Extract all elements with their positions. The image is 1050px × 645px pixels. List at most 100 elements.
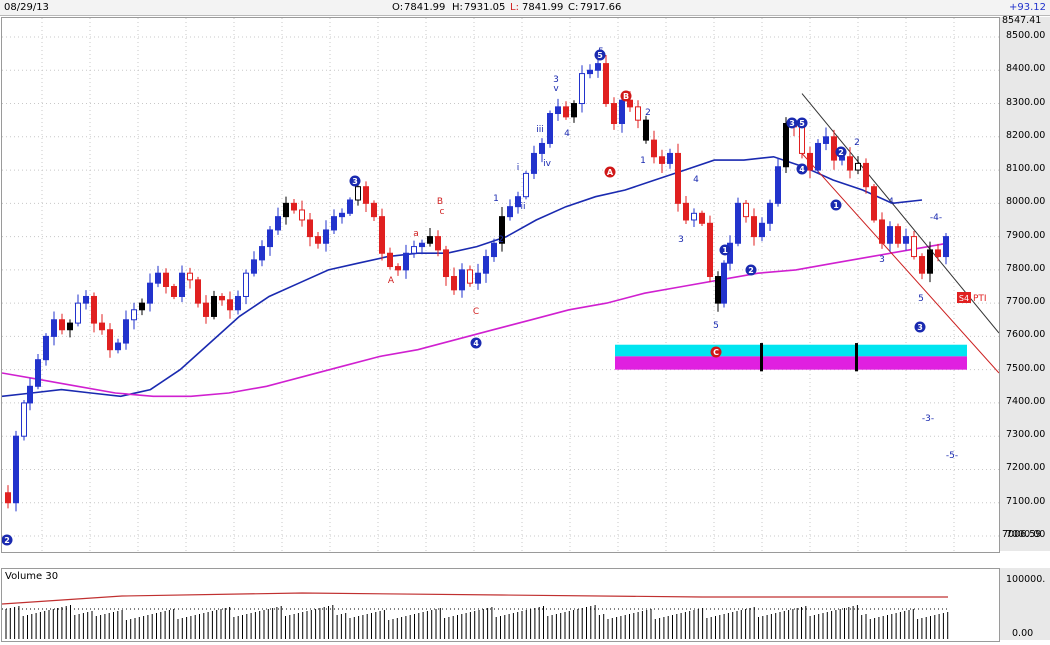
volume-axis[interactable]: 100000. 0.00 [999, 568, 1050, 640]
candle-body [807, 152, 813, 171]
candle-body [243, 272, 249, 297]
price-tick-label: 8500.00 [1006, 30, 1046, 41]
candle-body [651, 139, 657, 158]
candle-body [547, 113, 553, 144]
wave-annotation: 2 [498, 235, 504, 245]
candle-body [483, 256, 489, 274]
price-tick-label: 8200.00 [1006, 129, 1046, 141]
band-marker [855, 343, 858, 372]
wave-count-label: 1 [722, 246, 728, 255]
volume-chart [1, 592, 949, 639]
price-tick-label: 7900.00 [1006, 229, 1046, 241]
candle-body [531, 152, 537, 174]
candle-body [443, 249, 449, 278]
wave-count-marker [1, 534, 13, 546]
change-value: +93.12 [1009, 2, 1047, 13]
candle-body [863, 162, 869, 188]
candle-body [291, 202, 297, 211]
wave-annotation: 4 [888, 197, 894, 207]
candle-body [395, 266, 401, 271]
ma-short-line [1, 155, 923, 398]
wave-annotation: 5 [713, 321, 719, 331]
candle-body [5, 492, 11, 504]
candle-body [699, 212, 705, 224]
wave-count-marker [594, 49, 606, 61]
wave-count-label: 3 [789, 119, 795, 128]
candle-body [155, 272, 161, 284]
volume-axis-bottom-label: 0.00 [1012, 628, 1034, 639]
candle-body [879, 219, 885, 244]
candle-body [107, 329, 113, 351]
wave-annotation: a [413, 229, 419, 239]
quote-date: 08/29/13 [4, 2, 49, 13]
candle-body [871, 186, 877, 221]
price-axis-bottom-label: 7006.59 [1002, 529, 1042, 540]
candle-body [759, 222, 765, 238]
volume-panel[interactable] [1, 568, 1000, 642]
wave-count-marker [786, 117, 798, 129]
candle-body [643, 119, 649, 141]
price-tick-label: 7200.00 [1006, 462, 1046, 474]
candle-body [379, 216, 385, 254]
wave-annotation: 4 [693, 175, 699, 185]
candle-body [339, 212, 345, 218]
candle-body [43, 335, 49, 361]
price-tick-label: 8400.00 [1006, 63, 1046, 75]
candle-body [555, 106, 561, 115]
candle-body [235, 295, 241, 311]
open-value: 7841.99 [404, 2, 446, 13]
candle-body [331, 216, 337, 231]
wave-annotation: 3 [553, 75, 559, 85]
candle-body [571, 103, 577, 118]
wave-count-label: 5 [799, 119, 805, 128]
high-label: H: [452, 2, 463, 13]
price-axis[interactable]: 8547.41 8500.00 8400.00 8300.00 8200.00 8100… [999, 15, 1050, 551]
candle-body [903, 236, 909, 244]
candle-body [259, 246, 265, 261]
ma-long-line [1, 242, 948, 398]
wave-annotation: c [440, 207, 445, 217]
price-tick-label: 7000.00 [1006, 529, 1046, 540]
candle-body [721, 262, 727, 304]
wave-count-label: 3 [917, 323, 923, 332]
candle-body [707, 222, 713, 278]
candle-body [187, 272, 193, 281]
price-tick-label: 8100.00 [1006, 163, 1046, 175]
candle-body [539, 142, 545, 154]
candle-body [715, 276, 721, 304]
wave-annotation: 4 [564, 129, 570, 139]
wave-annotation: 2 [645, 108, 651, 118]
pti-label: PTI [973, 294, 987, 304]
candle-body [51, 319, 57, 337]
wave-annotation: 1 [640, 156, 646, 166]
wave-count-label: 4 [799, 165, 805, 174]
candle-body [855, 162, 861, 171]
candle-body [783, 122, 789, 168]
wave-count-marker [796, 163, 808, 175]
price-tick-label: 7600.00 [1006, 329, 1046, 341]
candle-body [131, 309, 137, 321]
wave-annotation: -4- [930, 213, 942, 223]
candle-body [59, 319, 65, 331]
candle-body [603, 63, 609, 105]
price-axis-top-label: 8547.41 [1002, 15, 1042, 26]
candle-body [267, 229, 273, 248]
wave-annotation: v [553, 84, 559, 94]
candle-body [667, 152, 673, 164]
candle-body [387, 252, 393, 268]
wave-annotation: -3- [922, 414, 934, 424]
wave-count-marker [710, 346, 722, 358]
wave-count-label: 3 [352, 177, 358, 186]
candle-body [895, 226, 901, 244]
volume-title: Volume 30 [5, 571, 59, 582]
candle-body [935, 249, 941, 258]
wave-annotation: -5- [946, 451, 958, 461]
candle-body [743, 202, 749, 218]
wave-count-label: A [607, 168, 614, 177]
candle-body [67, 322, 73, 331]
candle-body [635, 106, 641, 121]
wave-count-marker [604, 166, 616, 178]
candle-body [515, 196, 521, 208]
target-band-cyan [615, 344, 967, 357]
